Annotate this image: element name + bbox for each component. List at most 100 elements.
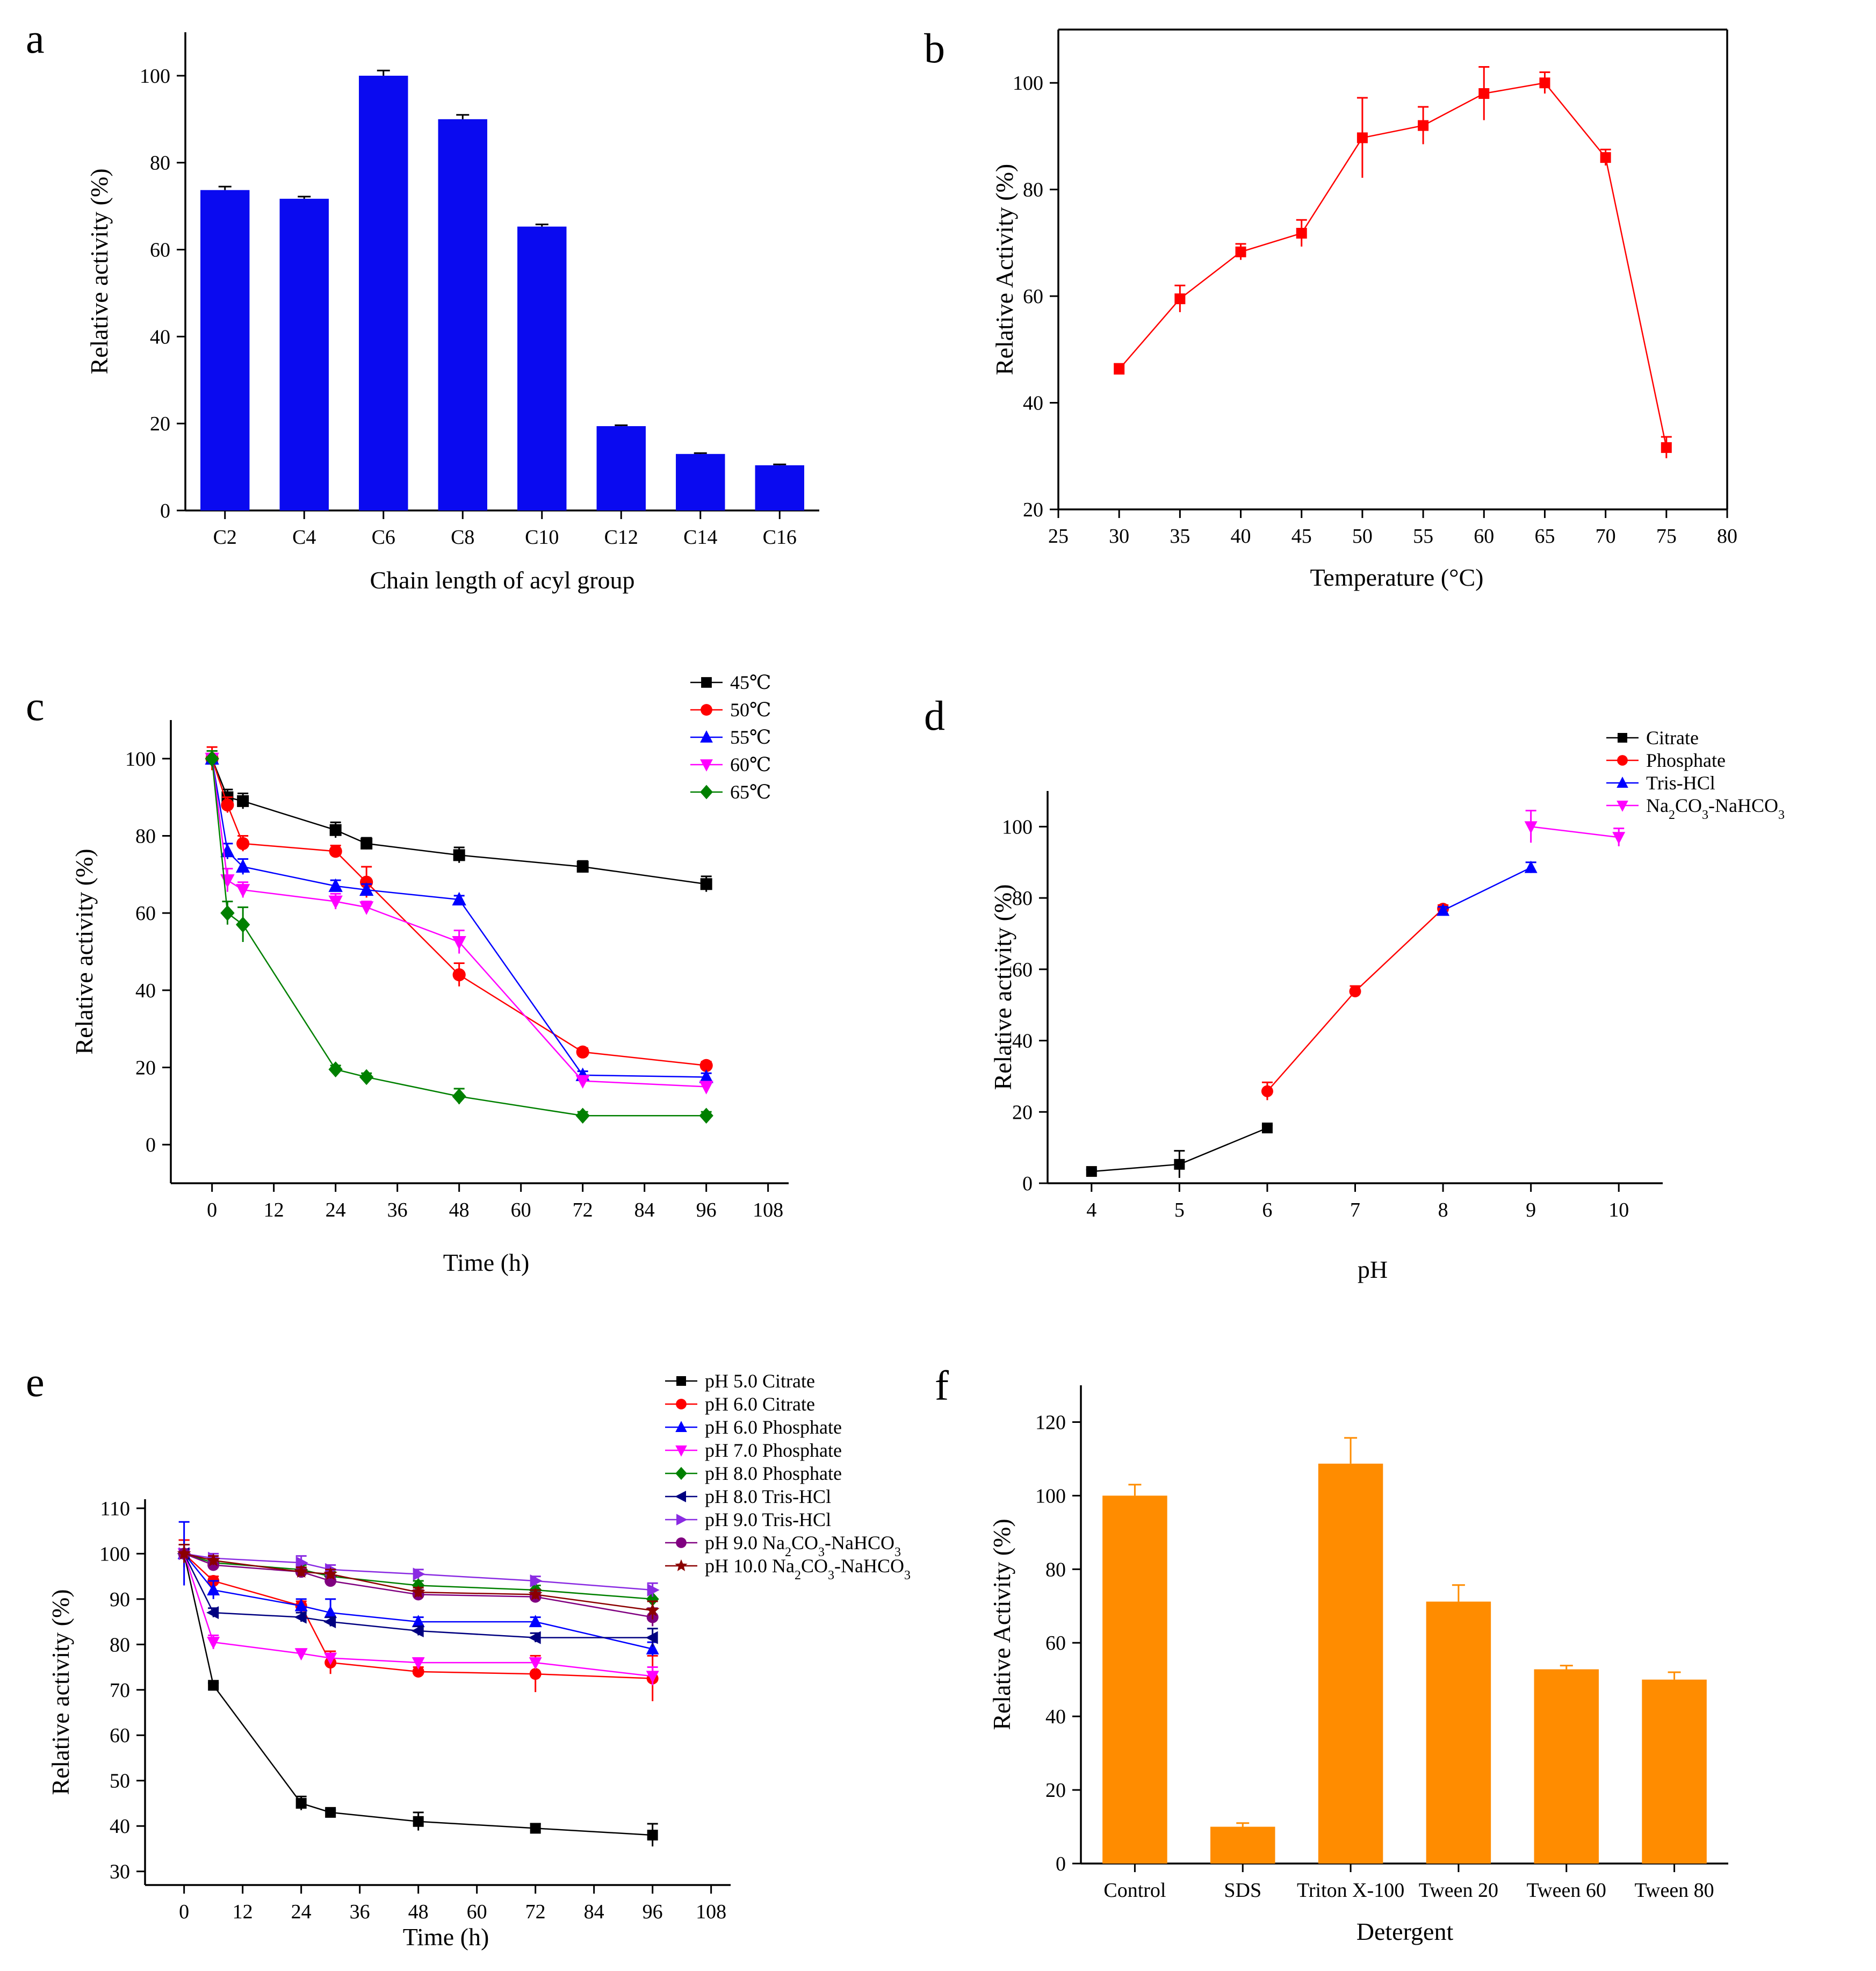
chart-panel-b: 20 40 60 80 100 Relative Activity (%) Temperat… [991,28,1737,591]
data-point [528,1631,541,1644]
data-point [530,1823,541,1834]
y-tick-label: 20 [150,413,170,435]
legend-label-sub: 3 [818,1545,825,1559]
series-2 [205,750,713,1083]
x-tick-label: 4 [1086,1199,1096,1221]
y-tick-label: 100 [99,1543,130,1565]
x-tick-label: Tween 80 [1634,1879,1714,1902]
data-point [529,1615,542,1628]
panel-letter-d: d [924,692,945,739]
data-point [235,916,250,933]
data-point [1261,1123,1273,1134]
x-tick-label: 40 [1231,525,1251,548]
series-0 [206,750,712,892]
x-tick-label: 0 [207,1199,217,1221]
data-point [647,1830,658,1841]
series-3 [205,750,713,1095]
x-tick-label: 48 [449,1199,470,1221]
data-point [1235,246,1246,257]
legend: 45℃ 50℃ 55℃ 60℃ 65℃ [690,672,771,803]
legend-label-sub: 3 [904,1569,911,1582]
data-point [453,849,465,861]
data-point [1437,903,1450,916]
data-point [360,875,373,889]
bar [1426,1601,1491,1864]
x-tick-label: 48 [408,1901,429,1923]
y-tick-label: 0 [1056,1853,1066,1875]
x-tick-label: 70 [1596,525,1616,548]
y-tick-label: 60 [1045,1632,1066,1655]
bar [755,465,804,510]
data-point [529,1668,542,1680]
data-point [206,1553,221,1566]
y-axis-title: Relative activity (%) [47,1589,74,1795]
legend-marker [676,1376,686,1386]
y-tick-label: 60 [110,1724,130,1747]
bar [1534,1669,1599,1864]
x-tick-label: 0 [179,1901,189,1923]
data-point [328,895,343,909]
x-tick-label: 5 [1174,1199,1185,1221]
data-point [294,1599,308,1612]
panel-letter-a: a [26,15,45,62]
legend-label-part: pH 10.0 Na [705,1555,795,1577]
x-tick-label: 108 [696,1901,726,1923]
x-tick-label: 9 [1526,1199,1536,1221]
data-point [220,905,235,922]
data-point [207,1637,220,1650]
y-tick-label: 0 [160,500,170,522]
y-tick-label: 60 [150,239,170,262]
x-tick-label: 12 [264,1199,284,1221]
y-tick-label: 100 [1002,816,1033,838]
legend-label-sub: 3 [1778,808,1785,822]
data-point [1114,364,1125,375]
x-axis-title: Temperature (°C) [1310,564,1484,591]
x-tick-label: 6 [1262,1199,1272,1221]
data-point [1539,77,1550,89]
data-point [205,750,219,767]
x-tick-label: 75 [1656,525,1677,548]
data-point [646,1671,659,1684]
legend-marker [1617,755,1628,766]
legend-label-part: CO [791,1532,818,1553]
x-tick-label: 24 [326,1199,346,1221]
data-point [295,1556,308,1570]
x-tick-label: 60 [1474,525,1494,548]
data-point [329,824,342,836]
chart-panel-d: 0 20 40 60 80 100 Relative activity (%) pH 4 5 6 7 8… [989,727,1785,1283]
x-tick-label: C4 [292,526,316,549]
x-tick-label: C10 [525,526,559,549]
x-tick-label: 80 [1717,525,1737,548]
legend-marker [676,1399,687,1409]
data-point [411,1624,424,1637]
data-point [294,1610,307,1624]
data-point [576,1045,589,1059]
y-tick-label: 80 [110,1634,130,1656]
series-line [211,758,706,1078]
legend-label-part: -NaHCO [1708,795,1778,816]
y-tick-label: 60 [1012,959,1033,981]
y-axis-title: Relative Activity (%) [991,164,1018,375]
y-tick-label: 40 [135,980,156,1002]
x-tick-label: 84 [584,1901,604,1923]
y-tick-label: 80 [1045,1558,1066,1581]
panel-letter-e: e [26,1358,45,1405]
data-point [1174,1159,1185,1170]
x-tick-label: 55 [1413,525,1433,548]
y-tick-label: 80 [135,825,156,848]
x-axis-title: Time (h) [403,1923,489,1951]
series-line [211,758,706,1067]
x-axis-title: pH [1358,1256,1388,1283]
legend-marker [701,704,712,716]
data-point [1661,442,1672,453]
data-point [412,1615,425,1628]
data-point [529,1657,542,1670]
legend-label-sub: 2 [795,1569,801,1582]
legend-label-part: -NaHCO [825,1532,894,1553]
legend-label: pH 10.0 Na2CO3-NaHCO3 [705,1555,911,1582]
legend-label-sub: 3 [1702,808,1708,822]
data-point [576,860,589,873]
y-tick-label: 40 [1045,1706,1066,1728]
legend-label-part: -NaHCO [834,1555,904,1577]
